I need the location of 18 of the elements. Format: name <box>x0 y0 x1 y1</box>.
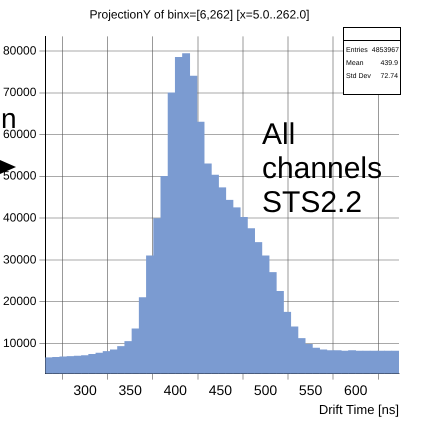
y-tick-label: 70000 <box>2 85 37 100</box>
x-tick-label: 400 <box>164 382 188 398</box>
x-axis-title: Drift Time [ns] <box>318 402 399 417</box>
x-tick-label: 550 <box>298 382 322 398</box>
x-tick-label: 500 <box>254 382 278 398</box>
y-tick-label: 30000 <box>2 252 37 266</box>
y-tick-label: 10000 <box>2 336 37 350</box>
annotation: All channels STS2.2 <box>262 118 384 220</box>
y-tick-label: 20000 <box>2 294 37 308</box>
x-tick-label: 450 <box>208 382 232 398</box>
y-tick-label: 60000 <box>2 126 37 141</box>
x-tick-label: 300 <box>73 382 97 398</box>
x-tick-label: 600 <box>344 382 368 398</box>
y-tick-label: 50000 <box>2 168 37 183</box>
y-tick-label: 40000 <box>2 210 37 224</box>
x-tick-label: 350 <box>118 382 142 398</box>
y-tick-label: 80000 <box>2 43 37 58</box>
chart-title: ProjectionY of binx=[6,262] [x=5.0..262.0] <box>90 8 310 22</box>
